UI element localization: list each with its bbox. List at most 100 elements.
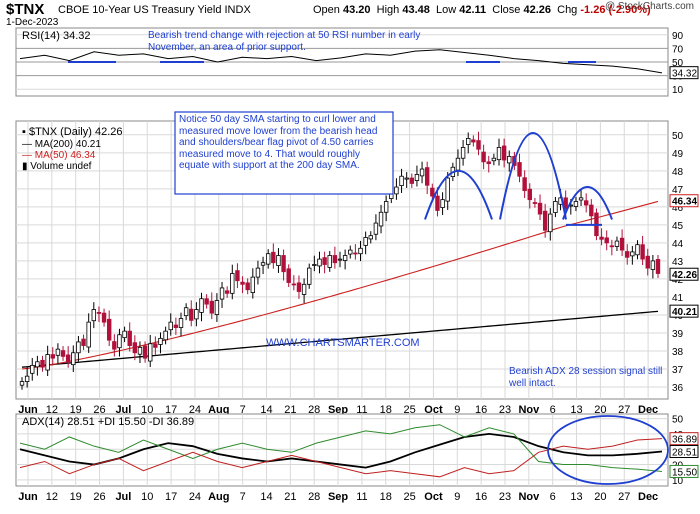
price-x-tick-label: 28 bbox=[308, 404, 320, 416]
price-candle-body bbox=[414, 174, 420, 181]
price-candle-body bbox=[542, 210, 548, 231]
price-candle-body bbox=[358, 247, 363, 255]
price-x-tick-label: 7 bbox=[240, 404, 246, 416]
adx-x-tick-label: 24 bbox=[189, 491, 201, 503]
price-candle-body bbox=[435, 195, 440, 211]
price-candle-body bbox=[445, 177, 450, 202]
price-candle-body bbox=[619, 237, 625, 251]
price-candle-body bbox=[522, 177, 527, 192]
price-candle-body bbox=[45, 354, 50, 371]
price-x-tick-label: 21 bbox=[284, 404, 296, 416]
price-tick-label: 48 bbox=[672, 167, 684, 178]
adx-x-tick-label: Jun bbox=[18, 491, 38, 503]
price-candle-body bbox=[491, 157, 497, 162]
price-candle-body bbox=[60, 350, 66, 357]
price-candle-body bbox=[163, 330, 168, 341]
price-tick-label: 45 bbox=[672, 221, 684, 232]
adx-x-tick-label: 21 bbox=[284, 491, 296, 503]
plus-di-tag: 15.50 bbox=[672, 467, 697, 478]
rsi-tick-label: 70 bbox=[672, 44, 684, 55]
price-candle-body bbox=[548, 213, 553, 233]
price-candle-body bbox=[50, 354, 55, 359]
price-candle-body bbox=[91, 309, 97, 322]
price-candle-body bbox=[532, 202, 538, 204]
price-candle-body bbox=[583, 200, 589, 206]
price-x-tick-label: 26 bbox=[93, 404, 105, 416]
price-candle-body bbox=[527, 188, 532, 201]
price-x-tick-label: Jul bbox=[115, 404, 131, 416]
price-candle-body bbox=[148, 343, 153, 362]
price-candle-body bbox=[501, 145, 507, 161]
price-x-tick-label: 12 bbox=[46, 404, 58, 416]
price-candle-body bbox=[35, 361, 40, 368]
price-x-tick-label: 6 bbox=[550, 404, 556, 416]
price-candle-body bbox=[224, 290, 230, 294]
price-tick-label: 49 bbox=[672, 149, 684, 160]
price-tick-label: 43 bbox=[672, 257, 684, 268]
price-tick-label: 38 bbox=[672, 347, 684, 358]
price-candle-body bbox=[394, 186, 399, 195]
price-candle-body bbox=[440, 199, 445, 208]
price-candle-body bbox=[55, 348, 61, 356]
price-candle-body bbox=[214, 300, 220, 315]
price-candle-body bbox=[640, 244, 645, 260]
price-candle-body bbox=[507, 156, 512, 164]
sma-note-box bbox=[174, 111, 394, 195]
price-candle-body bbox=[19, 381, 25, 386]
price-candle-body bbox=[173, 324, 179, 328]
ma200-price-tag-box bbox=[669, 304, 699, 318]
price-candle-body bbox=[322, 257, 327, 265]
price-candle-body bbox=[312, 264, 317, 266]
price-candle-body bbox=[153, 343, 158, 348]
adx-x-tick-label: Dec bbox=[638, 491, 658, 503]
price-candle-body bbox=[117, 334, 122, 349]
price-candle-body bbox=[30, 364, 35, 374]
price-candle-body bbox=[609, 245, 615, 248]
price-candle-body bbox=[573, 201, 579, 207]
chartsmarter-watermark: WWW.CHARTSMARTER.COM bbox=[266, 337, 420, 349]
low-value: 42.11 bbox=[459, 4, 487, 16]
adx-highlight-ellipse bbox=[547, 415, 669, 485]
chg-value: -1.26 (-2.90%) bbox=[580, 4, 651, 16]
chg-label: Chg bbox=[557, 4, 578, 16]
price-candle-body bbox=[158, 337, 163, 345]
ma200-line bbox=[21, 310, 659, 368]
price-tick-label: 47 bbox=[672, 185, 684, 196]
price-x-tick-label: 9 bbox=[454, 404, 460, 416]
price-candle-body bbox=[106, 318, 112, 341]
price-candle-body bbox=[71, 352, 76, 366]
price-candle-body bbox=[563, 197, 568, 210]
price-x-tick-label: 16 bbox=[475, 404, 487, 416]
price-candle-body bbox=[183, 307, 189, 317]
minus-di-tag: 36.89 bbox=[672, 435, 697, 446]
price-candle-body bbox=[404, 177, 409, 180]
price-candle-body bbox=[424, 167, 430, 186]
adx-x-tick-label: 9 bbox=[454, 491, 460, 503]
stockcharts-watermark: @ StockCharts.com bbox=[604, 1, 694, 12]
price-candle-body bbox=[578, 197, 584, 201]
price-candle-body bbox=[24, 375, 30, 382]
price-x-tick-label: 20 bbox=[594, 404, 606, 416]
price-candle-body bbox=[250, 276, 256, 294]
symbol-title: $TNX bbox=[6, 1, 45, 18]
price-candle-body bbox=[307, 267, 312, 285]
price-candle-body bbox=[363, 237, 368, 246]
price-candle-body bbox=[137, 346, 143, 355]
sma-note: Notice 50 day SMA starting to curl lower… bbox=[179, 114, 377, 171]
adx-series-line bbox=[19, 438, 663, 478]
adx-tag: 28.51 bbox=[672, 448, 697, 459]
adx-x-tick-label: Sep bbox=[328, 491, 348, 503]
price-candle-body bbox=[265, 253, 271, 265]
price-x-tick-label: 14 bbox=[260, 404, 272, 416]
price-candle-body bbox=[81, 338, 86, 346]
adx-x-tick-label: 10 bbox=[141, 491, 153, 503]
price-candle-body bbox=[399, 175, 404, 187]
price-candle-body bbox=[378, 211, 384, 227]
rsi-legend: RSI(14) 34.32 bbox=[22, 30, 90, 42]
price-candle-body bbox=[368, 235, 373, 240]
price-candle-body bbox=[430, 187, 435, 197]
adx-x-tick-label: Jul bbox=[115, 491, 131, 503]
price-candle-body bbox=[96, 312, 102, 314]
price-candle-body bbox=[481, 151, 486, 163]
